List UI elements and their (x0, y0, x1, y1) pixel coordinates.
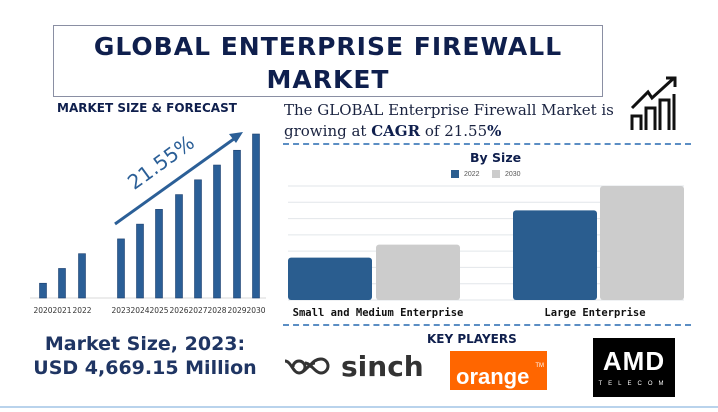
forecast-heading: MARKET SIZE & FORECAST (57, 101, 237, 115)
intro-text: The GLOBAL Enterprise Firewall Market is… (284, 100, 614, 142)
divider-top (283, 143, 691, 145)
forecast-year-label: 2028 (207, 306, 227, 315)
growth-chart-icon (630, 76, 677, 130)
by-size-title: By Size (470, 150, 522, 165)
forecast-bar-2020 (39, 282, 47, 299)
forecast-bar-2030 (252, 133, 260, 299)
market-size: Market Size, 2023: USD 4,669.15 Million (20, 332, 270, 380)
legend-label-2022: 2022 (464, 170, 480, 178)
page-title: GLOBAL ENTERPRISE FIREWALL MARKET (53, 25, 603, 97)
forecast-year-label: 2022 (72, 306, 92, 315)
key-players-heading: KEY PLAYERS (427, 332, 517, 346)
forecast-bar-2029 (233, 149, 241, 299)
intro-text-1: The GLOBAL Enterprise Firewall Market is… (284, 101, 614, 140)
growth-arrow-head (229, 132, 243, 143)
forecast-bar-2024 (136, 223, 144, 299)
forecast-bar-2027 (194, 179, 202, 299)
forecast-bar-2025 (155, 209, 163, 299)
amd-telecom-logo: AMD TELECOM (593, 338, 675, 397)
intro-text-2: of 21.55 (420, 122, 488, 140)
orange-tm: TM (535, 363, 544, 369)
forecast-year-label: 2024 (130, 306, 150, 315)
forecast-year-label: 2030 (246, 306, 266, 315)
legend-2022: 2022 (451, 170, 480, 178)
sinch-logo: sinch (283, 350, 424, 383)
by-size-bar-2030-1 (600, 186, 684, 300)
growth-arrow (114, 134, 239, 226)
forecast-bar-2026 (175, 194, 183, 299)
by-size-bar-2022-1 (513, 210, 597, 300)
market-size-value: USD 4,669.15 Million (33, 357, 257, 379)
forecast-bar-2022 (78, 253, 86, 299)
forecast-bar-2023 (117, 238, 125, 299)
orange-wordmark: orange (456, 364, 530, 389)
legend-label-2030: 2030 (505, 170, 521, 178)
category-sme: Small and Medium Enterprise (292, 307, 464, 319)
forecast-year-label: 2020 (33, 306, 53, 315)
forecast-year-label: 2023 (111, 306, 131, 315)
by-size-chart (288, 185, 684, 301)
forecast-year-label: 2027 (188, 306, 208, 315)
category-large: Large Enterprise (544, 307, 646, 319)
by-size-bar-2022-0 (288, 257, 372, 300)
forecast-year-label: 2026 (169, 306, 189, 315)
sinch-symbol-icon (284, 356, 330, 375)
forecast-bar-2021 (58, 268, 66, 299)
amd-wordmark: AMD (602, 346, 666, 376)
intro-percent: % (487, 122, 502, 140)
sinch-wordmark: sinch (341, 350, 424, 383)
legend-swatch-2022 (451, 170, 459, 178)
by-size-bar-2030-0 (376, 244, 460, 300)
market-size-label: Market Size, 2023: (44, 333, 246, 355)
divider-bottom (283, 324, 691, 326)
forecast-year-label: 2025 (149, 306, 169, 315)
forecast-chart: 21.55% (30, 130, 266, 299)
telecom-wordmark: TELECOM (598, 381, 670, 387)
forecast-year-label: 2029 (227, 306, 247, 315)
forecast-bar-2028 (213, 164, 221, 299)
footer-line (0, 406, 718, 408)
orange-logo: orange TM (450, 351, 547, 390)
legend-swatch-2030 (492, 170, 500, 178)
intro-cagr: CAGR (371, 122, 421, 140)
forecast-year-label: 2021 (52, 306, 72, 315)
legend-2030: 2030 (492, 170, 521, 178)
